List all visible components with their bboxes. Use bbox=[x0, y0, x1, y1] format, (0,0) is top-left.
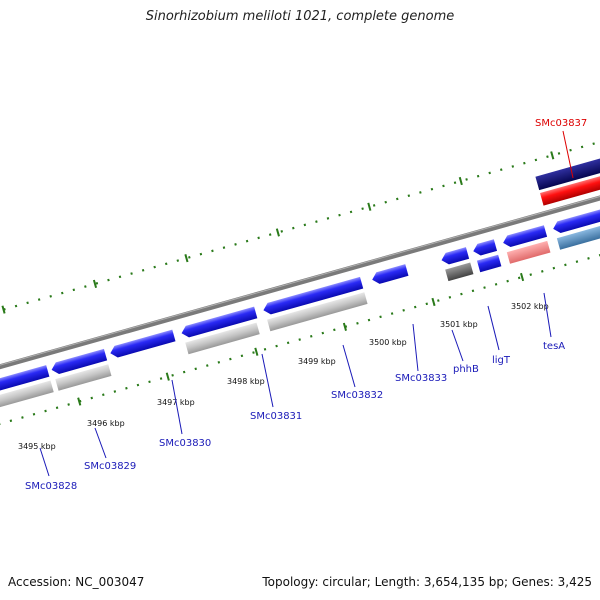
ruler-label: 3495 kbp bbox=[18, 442, 56, 451]
inner-ruler-ticks bbox=[77, 272, 525, 406]
feature-tesa[interactable] bbox=[556, 224, 600, 250]
gene-label-smc03832[interactable]: SMc03832 bbox=[331, 390, 383, 401]
map-title: Sinorhizobium meliloti 1021, complete ge… bbox=[145, 9, 455, 24]
gene-left-edge[interactable] bbox=[0, 365, 50, 393]
accession-text: Accession: NC_003047 bbox=[8, 575, 145, 589]
reverse-genes[interactable] bbox=[0, 208, 600, 393]
gene-phhb[interactable] bbox=[472, 239, 498, 257]
feature-smc03828[interactable] bbox=[55, 364, 112, 391]
feature-smc03833[interactable] bbox=[445, 262, 474, 282]
gene-smc03833[interactable] bbox=[440, 247, 470, 266]
leader-lines bbox=[39, 130, 574, 477]
feature-smc03830[interactable] bbox=[185, 322, 260, 355]
ruler-label: 3499 kbp bbox=[298, 357, 336, 366]
gene-smc03837-forward[interactable] bbox=[535, 152, 600, 191]
gene-label-smc03828[interactable]: SMc03828 bbox=[25, 481, 77, 492]
gene-label-ligt[interactable]: ligT bbox=[492, 355, 511, 366]
gene-label-smc03831[interactable]: SMc03831 bbox=[250, 411, 302, 422]
feature-left-edge[interactable] bbox=[0, 380, 54, 408]
gene-label-smc03833[interactable]: SMc03833 bbox=[395, 373, 447, 384]
gene-label-phhb[interactable]: phhB bbox=[453, 364, 479, 375]
gene-label-smc03829[interactable]: SMc03829 bbox=[84, 461, 136, 472]
ruler-label: 3498 kbp bbox=[227, 377, 265, 386]
ruler-label: 3500 kbp bbox=[369, 338, 407, 347]
gene-smc03829[interactable] bbox=[109, 329, 176, 359]
gene-smc03828[interactable] bbox=[50, 348, 108, 376]
ruler-label: 3501 kbp bbox=[440, 320, 478, 329]
gene-label-tesa[interactable]: tesA bbox=[543, 341, 565, 352]
gene-smc03830[interactable] bbox=[180, 306, 258, 339]
ruler-label: 3496 kbp bbox=[87, 419, 125, 428]
feature-smc03831[interactable] bbox=[267, 292, 368, 332]
inner-ruler-track bbox=[0, 232, 600, 436]
gene-labels[interactable]: SMc03828 SMc03829 SMc03830 SMc03831 SMc0… bbox=[25, 118, 587, 492]
gene-tesa[interactable] bbox=[552, 208, 600, 235]
gene-smc03832[interactable] bbox=[371, 264, 409, 285]
gene-label-smc03830[interactable]: SMc03830 bbox=[159, 438, 211, 449]
feature-smc03837-highlight[interactable] bbox=[540, 168, 600, 206]
gene-ligt[interactable] bbox=[502, 225, 548, 248]
genome-backbone-highlight bbox=[0, 178, 600, 381]
feature-phhb[interactable] bbox=[476, 254, 502, 273]
reverse-features[interactable] bbox=[0, 224, 600, 408]
gene-label-smc03837[interactable]: SMc03837 bbox=[535, 118, 587, 129]
genome-backbone bbox=[0, 178, 600, 384]
genome-summary-text: Topology: circular; Length: 3,654,135 bp… bbox=[262, 575, 592, 589]
outer-ruler-ticks bbox=[1, 151, 555, 314]
gene-smc03831[interactable] bbox=[262, 276, 364, 316]
ruler-label: 3502 kbp bbox=[511, 302, 549, 311]
feature-ligt[interactable] bbox=[506, 240, 551, 264]
